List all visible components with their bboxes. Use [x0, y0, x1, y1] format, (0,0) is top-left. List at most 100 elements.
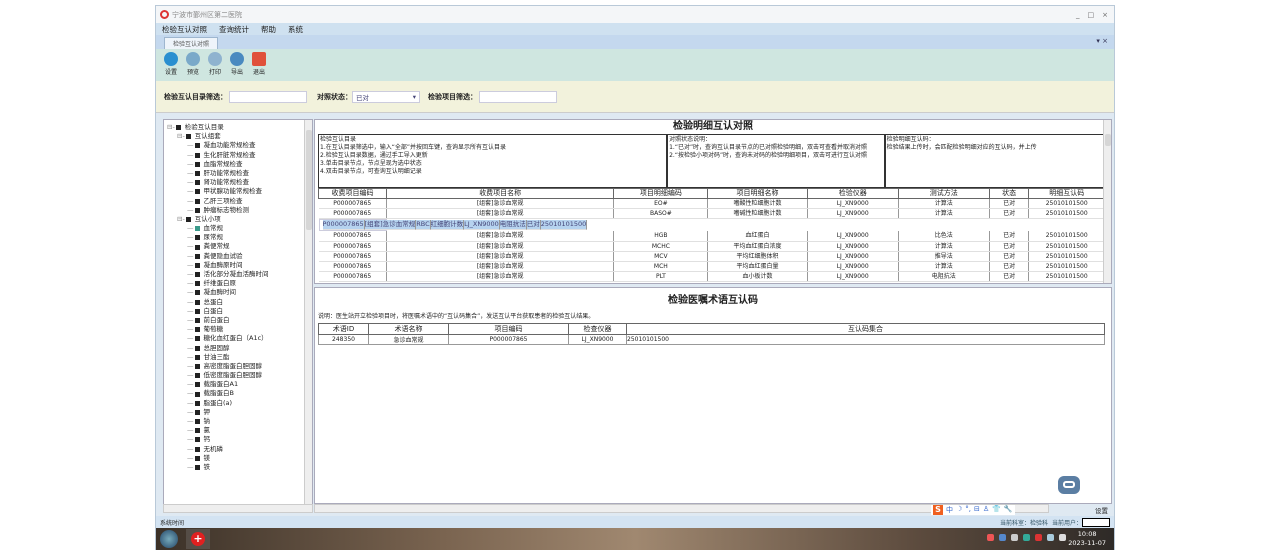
detail-horizontal-scrollbar[interactable]	[314, 504, 1049, 513]
column-header[interactable]: 术语ID	[318, 323, 369, 335]
ime-item[interactable]: 🔧	[1003, 505, 1013, 513]
tree-item[interactable]: — 低密度脂蛋白胆固醇	[167, 371, 312, 380]
column-header[interactable]: 项目明细名称	[707, 188, 808, 199]
tree-item[interactable]: — 载脂蛋白B	[167, 389, 312, 398]
tree-item[interactable]: — 前白蛋白	[167, 316, 312, 325]
tree-item[interactable]: — 凝血酶原时间	[167, 261, 312, 270]
detail-vertical-scrollbar[interactable]	[1103, 120, 1111, 283]
close-button[interactable]: ×	[1102, 10, 1108, 19]
column-header[interactable]: 检验仪器	[806, 188, 899, 199]
tree-item[interactable]: — 总胆固醇	[167, 344, 312, 353]
column-header[interactable]: 项目明细编码	[613, 188, 709, 199]
start-button[interactable]	[160, 530, 178, 548]
column-header[interactable]: 测试方法	[897, 188, 990, 199]
tree-item[interactable]: — 血脂常规检查	[167, 160, 312, 169]
tree-item[interactable]: — 镁	[167, 454, 312, 463]
tray-sogou-icon[interactable]	[987, 534, 994, 541]
tree-item[interactable]: — 钾	[167, 408, 312, 417]
column-header[interactable]: 收费项目编码	[318, 188, 387, 199]
ime-item[interactable]: °,	[965, 505, 972, 513]
column-header[interactable]: 互认码集合	[626, 323, 1105, 335]
tree-item[interactable]: — 高密度脂蛋白胆固醇	[167, 362, 312, 371]
item-filter-input[interactable]	[479, 90, 557, 103]
column-header[interactable]: 收费项目名称	[385, 188, 615, 199]
tree-item[interactable]: — 钠	[167, 417, 312, 426]
column-header[interactable]: 项目编码	[448, 323, 569, 335]
menu-query-stats[interactable]: 查询统计	[219, 24, 249, 34]
toolbar-button-3[interactable]: 导出	[228, 52, 246, 76]
table-row[interactable]: P000007865 [组套]急诊血常规 BASO# 嗜碱性粒细胞计数 LJ_XN900…	[318, 208, 1105, 219]
column-header[interactable]: 状态	[988, 188, 1030, 199]
tree-root[interactable]: ⊟- 检验互认目录	[167, 123, 312, 132]
ime-item[interactable]: ⊟	[974, 505, 980, 513]
tray-network-icon[interactable]	[999, 534, 1006, 541]
tab-mutual-recognition[interactable]: 检验互认对照	[164, 37, 219, 49]
clock[interactable]: 10:08 2023-11-07	[1068, 530, 1106, 548]
menu-mutual-recognition[interactable]: 检验互认对照	[162, 24, 207, 34]
tree-item[interactable]: — 脂蛋白(a)	[167, 399, 312, 408]
table-row[interactable]: P000007865 [组套]急诊血常规 RBC 红细胞计数 LJ_XN9000 电阻抗法…	[318, 219, 588, 231]
tree-item[interactable]: — 肿瘤标志物检测	[167, 206, 312, 215]
tree-item[interactable]: — 糖化血红蛋白（A1c）	[167, 334, 312, 343]
column-header[interactable]: 术语名称	[368, 323, 449, 335]
table-row[interactable]: P000007865 [组套]急诊血常规 PLT 血小板计数 LJ_XN9000 电阻抗法…	[318, 271, 1105, 282]
table-row[interactable]: P000007865 [组套]急诊血常规 HGB 血红蛋白 LJ_XN9000 比色法 已对…	[318, 231, 1105, 242]
tree-item[interactable]: — 无机磷	[167, 445, 312, 454]
tree-item[interactable]: — 粪便常规	[167, 242, 312, 251]
toolbar-button-4[interactable]: 退出	[250, 52, 268, 76]
tree-item[interactable]: — 乙肝三项检查	[167, 197, 312, 206]
tree-group[interactable]: ⊟- 互认小项	[167, 215, 312, 224]
tree-item[interactable]: — 凝血功能常规检查	[167, 141, 312, 150]
tree-item[interactable]: — 肝功能常规检查	[167, 169, 312, 178]
tree-item[interactable]: — 粪便隐血试验	[167, 252, 312, 261]
tray-icon[interactable]	[1023, 534, 1030, 541]
toolbar-button-1[interactable]: 预览	[184, 52, 202, 76]
tree-item[interactable]: — 氯	[167, 426, 312, 435]
tree-item[interactable]: — 血常规	[167, 224, 312, 233]
tree-item[interactable]: — 铁	[167, 463, 312, 472]
tree-item[interactable]: — 纤维蛋白原	[167, 279, 312, 288]
tree-item[interactable]: — 甘油三酯	[167, 353, 312, 362]
column-header[interactable]: 明细互认码	[1028, 188, 1105, 199]
tree-item[interactable]: — 载脂蛋白A1	[167, 380, 312, 389]
table-row[interactable]: P000007865 [组套]急诊血常规 MCV 平均红细胞体积 LJ_XN9000 推导…	[318, 251, 1105, 262]
tab-controls[interactable]: ▾ ×	[1096, 37, 1108, 45]
tree-item[interactable]: — 总蛋白	[167, 298, 312, 307]
ime-item[interactable]: ☽	[956, 505, 963, 513]
menu-help[interactable]: 帮助	[261, 24, 276, 34]
ime-toolbar[interactable]: S 中 ☽ °, ⊟ ♙ 👕 🔧	[931, 505, 1015, 515]
tree-group[interactable]: ⊟- 互认组套	[167, 132, 312, 141]
tree-item[interactable]: — 肾功能常规检查	[167, 178, 312, 187]
column-header[interactable]: 检查仪器	[568, 323, 627, 335]
tray-icon[interactable]	[1035, 534, 1042, 541]
tree-item[interactable]: — 葡萄糖	[167, 325, 312, 334]
tree-item[interactable]: — 甲状腺功能常规检查	[167, 187, 312, 196]
table-row[interactable]: P000007865 [组套]急诊血常规 EO# 嗜酸性粒细胞计数 LJ_XN9000 计…	[318, 198, 1105, 209]
toolbar-button-2[interactable]: 打印	[206, 52, 224, 76]
catalog-filter-input[interactable]	[229, 90, 307, 103]
table-row[interactable]: P000007865 [组套]急诊血常规 MCH 平均血红蛋白量 LJ_XN9000 计算…	[318, 261, 1105, 272]
menu-system[interactable]: 系统	[288, 24, 303, 34]
tree-item[interactable]: — 尿常规	[167, 233, 312, 242]
tray-flag-icon[interactable]	[1047, 534, 1054, 541]
ime-item[interactable]: 中	[946, 506, 953, 514]
ime-item[interactable]: 👕	[992, 505, 1001, 513]
toolbar-button-0[interactable]: 设置	[162, 52, 180, 76]
tray-volume-icon[interactable]	[1059, 534, 1066, 541]
minimize-button[interactable]: _	[1076, 10, 1080, 19]
tree-vertical-scrollbar[interactable]	[304, 120, 312, 512]
maximize-button[interactable]: □	[1087, 10, 1095, 19]
tree-item[interactable]: — 凝血酶时间	[167, 288, 312, 297]
tree-item[interactable]: — 钙	[167, 435, 312, 444]
taskbar-app-his[interactable]: +	[186, 529, 210, 549]
table-row[interactable]: P000007865 [组套]急诊血常规 MCHC 平均血红蛋白浓度 LJ_XN9000…	[318, 241, 1105, 252]
chat-icon[interactable]	[1058, 476, 1080, 494]
tree-item[interactable]: — 生化肝脏常规检查	[167, 151, 312, 160]
tree-item[interactable]: — 白蛋白	[167, 307, 312, 316]
table-row[interactable]: 248350 急诊血常规 P000007865 LJ_XN9000 2501010150…	[318, 334, 1105, 345]
ime-item[interactable]: ♙	[982, 505, 990, 513]
status-select[interactable]: 已对 ▾	[352, 90, 420, 103]
tree-item[interactable]: — 活化部分凝血活酶时间	[167, 270, 312, 279]
settings-link[interactable]: 设置	[1095, 507, 1108, 515]
tray-icon[interactable]	[1011, 534, 1018, 541]
